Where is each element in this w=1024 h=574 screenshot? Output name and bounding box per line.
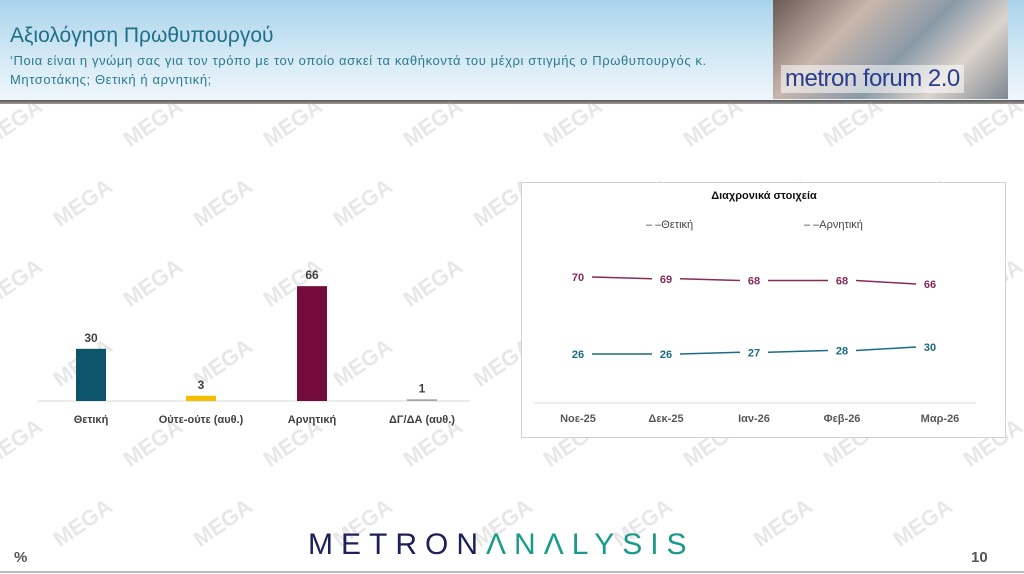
category-label: ΔΓ/ΔΑ (αυθ.) (389, 414, 455, 426)
footer-divider (0, 571, 1024, 573)
bar-2 (297, 286, 327, 401)
header-banner: Αξιολόγηση Πρωθυπουργού ‘Ποια είναι η γν… (0, 0, 1024, 100)
x-tick-label: Φεβ-26 (824, 413, 861, 425)
data-label: 30 (924, 342, 936, 354)
data-label: 70 (572, 272, 584, 284)
header-divider (0, 100, 1024, 104)
x-tick-label: Νοε-25 (560, 413, 596, 425)
x-tick-label: Δεκ-25 (648, 413, 683, 425)
bar-chart: 30 Θετική 3 Ούτε-ούτε (αυθ.) 66 Αρνητική 1 ΔΓ/Δ… (38, 268, 470, 426)
page-number: 10 (971, 549, 988, 566)
x-tick-label: Ιαν-26 (738, 413, 770, 425)
category-label: Αρνητική (288, 414, 337, 426)
bar-3 (407, 399, 437, 401)
series-segment (591, 276, 653, 280)
data-label: 26 (660, 349, 672, 361)
data-label: 69 (660, 274, 672, 286)
category-label: Θετική (74, 414, 109, 426)
page-title: Αξιολόγηση Πρωθυπουργού (10, 24, 274, 47)
watermark: MEGA (188, 493, 257, 552)
data-label: 68 (836, 276, 848, 288)
data-label: 66 (305, 268, 319, 282)
data-label: 68 (748, 276, 760, 288)
logo-part-metron: METRON (308, 528, 486, 561)
metron-forum-logo: metron forum 2.0 (773, 0, 1008, 99)
x-tick-label: Μαρ-26 (921, 413, 960, 425)
legend-Θετική: – –Θετική (646, 219, 693, 231)
logo-part-analysis: ΛNΛLYSIS (486, 528, 695, 561)
data-label: 30 (84, 331, 98, 345)
series-segment (855, 279, 917, 285)
data-label: 28 (836, 346, 848, 358)
category-label: Ούτε-ούτε (αυθ.) (159, 414, 244, 426)
data-label: 66 (924, 279, 936, 291)
series-segment (767, 349, 829, 353)
watermark: MEGA (748, 493, 817, 552)
series-segment (855, 346, 917, 352)
line-chart: Διαχρονικά στοιχεία – –Θετική 26 26 27 28 30 – … (534, 190, 976, 425)
data-label: 27 (748, 347, 760, 359)
question-text: ‘Ποια είναι η γνώμη σας για τον τρόπο με… (10, 53, 707, 87)
forum-logo-text: metron forum 2.0 (781, 65, 964, 93)
chart-title: Διαχρονικά στοιχεία (711, 190, 817, 202)
series-segment (679, 351, 741, 355)
legend-Αρνητική: – –Αρνητική (804, 219, 863, 231)
watermark: MEGA (188, 173, 257, 232)
data-label: 1 (419, 381, 426, 395)
trend-chart-frame (521, 182, 1006, 438)
metron-analysis-logo: METRONΛNΛLYSIS (308, 528, 695, 562)
watermark: MEGA (888, 493, 957, 552)
bar-1 (186, 395, 216, 401)
unit-label: % (14, 549, 28, 566)
series-segment (679, 278, 741, 282)
watermark: MEGA (48, 173, 117, 232)
watermark: MEGA (48, 493, 117, 552)
data-label: 3 (198, 378, 205, 392)
bar-0 (76, 348, 106, 401)
data-label: 26 (572, 349, 584, 361)
watermark: MEGA (328, 173, 397, 232)
